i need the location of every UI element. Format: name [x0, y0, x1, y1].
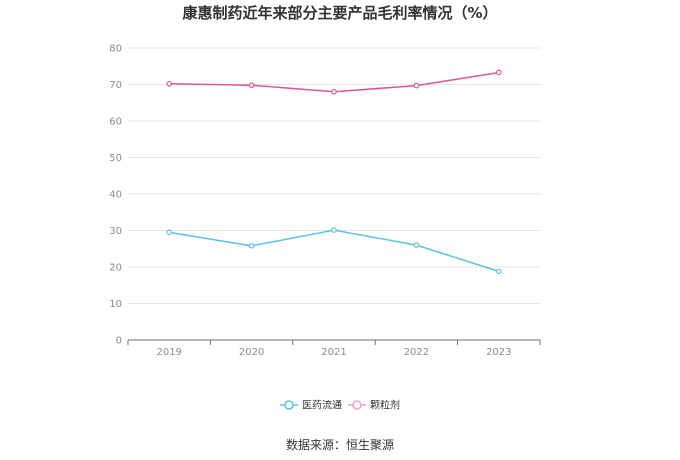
axes: 0 10 20 30 40 50 60 70 80 2019 2020 2021 2022 2023: [109, 44, 541, 358]
y-tick-label: 70: [109, 80, 122, 91]
data-point[interactable]: [166, 229, 173, 236]
x-tick-label: 2022: [404, 347, 429, 358]
data-point[interactable]: [331, 89, 337, 95]
data-point[interactable]: [331, 227, 337, 233]
legend-marker: [284, 400, 294, 410]
legend-label: 颗粒剂: [370, 399, 400, 412]
y-tick-label: 0: [116, 336, 122, 347]
data-point[interactable]: [248, 243, 255, 249]
series-layer: [166, 69, 502, 275]
y-tick-label: 60: [109, 117, 122, 128]
data-point[interactable]: [495, 268, 502, 275]
y-tick-label: 30: [109, 226, 122, 237]
x-tick-label: 2021: [321, 347, 346, 358]
y-tick-label: 50: [109, 153, 122, 164]
data-point[interactable]: [166, 80, 173, 87]
y-tick-label: 20: [109, 263, 122, 274]
data-point[interactable]: [413, 242, 420, 248]
legend-label: 医药流通: [302, 399, 342, 412]
data-point[interactable]: [413, 82, 420, 89]
legend[interactable]: 医药流通 颗粒剂: [280, 399, 400, 412]
data-source-note: 数据来源：恒生聚源: [285, 438, 394, 452]
series-line-2: [169, 71, 499, 93]
legend-item-1[interactable]: 医药流通: [280, 399, 342, 412]
y-tick-label: 40: [109, 190, 122, 201]
series-line-1: [169, 229, 500, 273]
y-tick-label: 10: [109, 299, 122, 310]
x-tick-label: 2020: [239, 347, 264, 358]
x-tick-label: 2023: [486, 347, 511, 358]
data-point[interactable]: [495, 69, 502, 76]
legend-item-2[interactable]: 颗粒剂: [348, 399, 400, 412]
chart-title: 康惠制药近年来部分主要产品毛利率情况（%）: [182, 4, 498, 22]
y-tick-label: 80: [109, 44, 122, 55]
x-tick-label: 2019: [156, 347, 181, 358]
legend-marker: [352, 400, 362, 410]
data-point[interactable]: [248, 82, 255, 89]
